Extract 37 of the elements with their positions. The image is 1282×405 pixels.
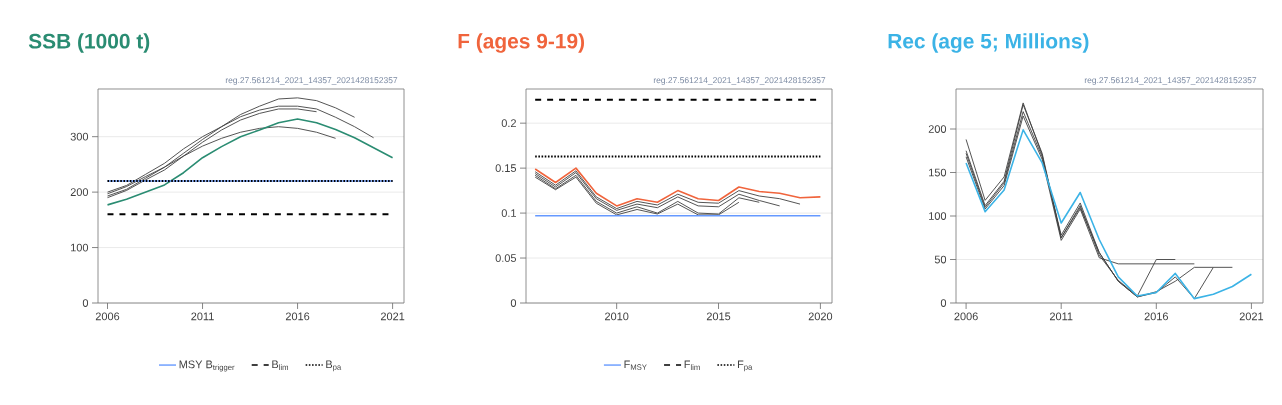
legend-label: F$_{MSY}$ <box>624 360 647 370</box>
x-tick-label: 2006 <box>95 312 120 321</box>
y-tick-label: 0.1 <box>501 209 516 217</box>
legend-label: B$_{lim}$ <box>272 360 289 370</box>
legend-label: F$_{pa}$ <box>737 360 753 372</box>
x-tick-label: 2021 <box>380 312 405 321</box>
y-tick-label: 50 <box>934 255 947 264</box>
text: reg.27.561214_2021_14357_2021428152357 <box>225 77 398 85</box>
x-tick-label: 2010 <box>605 312 629 321</box>
y-tick-label: 100 <box>929 212 947 220</box>
y-tick-label: 0 <box>510 299 517 307</box>
x-tick-label: 2011 <box>191 312 214 321</box>
x-tick-label: 2006 <box>954 312 978 321</box>
x-tick-label: 2016 <box>1144 312 1168 321</box>
y-tick-label: 0.15 <box>495 164 517 173</box>
y-tick-label: 0 <box>940 299 947 307</box>
y-tick-label: 200 <box>928 125 947 133</box>
x-tick-label: 2015 <box>706 312 731 321</box>
y-tick-label: 0.05 <box>495 254 517 262</box>
text: reg.27.561214_2021_14357_2021428152357 <box>1084 77 1257 85</box>
y-tick-label: 100 <box>71 243 89 252</box>
text: reg.27.561214_2021_14357_2021428152357 <box>653 77 826 85</box>
y-tick-label: 200 <box>70 188 89 196</box>
x-tick-label: 2020 <box>808 312 833 321</box>
chart-title: SSB (1000 t) <box>28 33 150 53</box>
chart-title: F (ages 9-19) <box>458 33 585 53</box>
y-tick-label: 0.2 <box>501 119 516 128</box>
y-tick-label: 150 <box>929 168 947 177</box>
legend-label: F$_{lim}$ <box>684 360 700 370</box>
x-tick-label: 2021 <box>1239 312 1264 321</box>
chart-title: Rec (age 5; Millions) <box>888 33 1089 53</box>
x-tick-label: 2011 <box>1049 312 1073 321</box>
x-tick-label: 2016 <box>285 312 310 321</box>
y-tick-label: 300 <box>70 132 89 141</box>
legend-label: MSY B$_{trigger}$ <box>179 360 235 372</box>
y-tick-label: 0 <box>82 299 89 307</box>
legend-label: B$_{pa}$ <box>326 360 342 372</box>
